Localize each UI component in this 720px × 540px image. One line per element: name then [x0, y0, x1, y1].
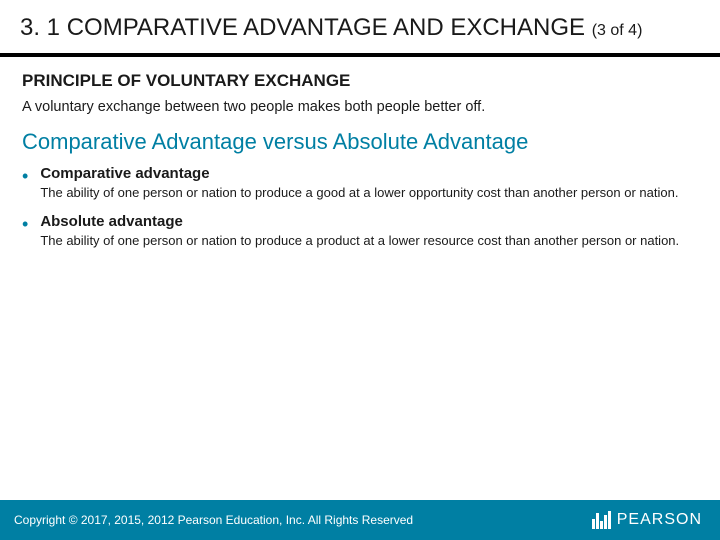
bullet-body: Comparative advantage The ability of one…	[40, 165, 698, 202]
title-pager: (3 of 4)	[592, 22, 643, 39]
principle-text: A voluntary exchange between two people …	[22, 99, 698, 115]
bullet-term: Absolute advantage	[40, 213, 698, 230]
title-text: 3. 1 COMPARATIVE ADVANTAGE AND EXCHANGE	[20, 14, 585, 41]
bullet-marker-icon: •	[22, 167, 28, 202]
pearson-logo-text: PEARSON	[617, 511, 702, 529]
copyright-text: Copyright © 2017, 2015, 2012 Pearson Edu…	[14, 513, 413, 527]
principle-heading: PRINCIPLE OF VOLUNTARY EXCHANGE	[22, 71, 698, 91]
bullet-marker-icon: •	[22, 215, 28, 250]
subsection-heading: Comparative Advantage versus Absolute Ad…	[22, 129, 698, 155]
slide-content: PRINCIPLE OF VOLUNTARY EXCHANGE A volunt…	[0, 57, 720, 272]
slide-footer: Copyright © 2017, 2015, 2012 Pearson Edu…	[0, 500, 720, 540]
bullet-item: • Comparative advantage The ability of o…	[22, 165, 698, 202]
bullet-term: Comparative advantage	[40, 165, 698, 182]
bullet-definition: The ability of one person or nation to p…	[40, 184, 698, 202]
slide-header: 3. 1 COMPARATIVE ADVANTAGE AND EXCHANGE …	[0, 0, 720, 57]
bullet-item: • Absolute advantage The ability of one …	[22, 213, 698, 250]
bullet-definition: The ability of one person or nation to p…	[40, 232, 698, 250]
bullet-body: Absolute advantage The ability of one pe…	[40, 213, 698, 250]
slide-title: 3. 1 COMPARATIVE ADVANTAGE AND EXCHANGE …	[20, 14, 700, 43]
pearson-logo: PEARSON	[592, 511, 702, 529]
pearson-bars-icon	[592, 511, 611, 529]
